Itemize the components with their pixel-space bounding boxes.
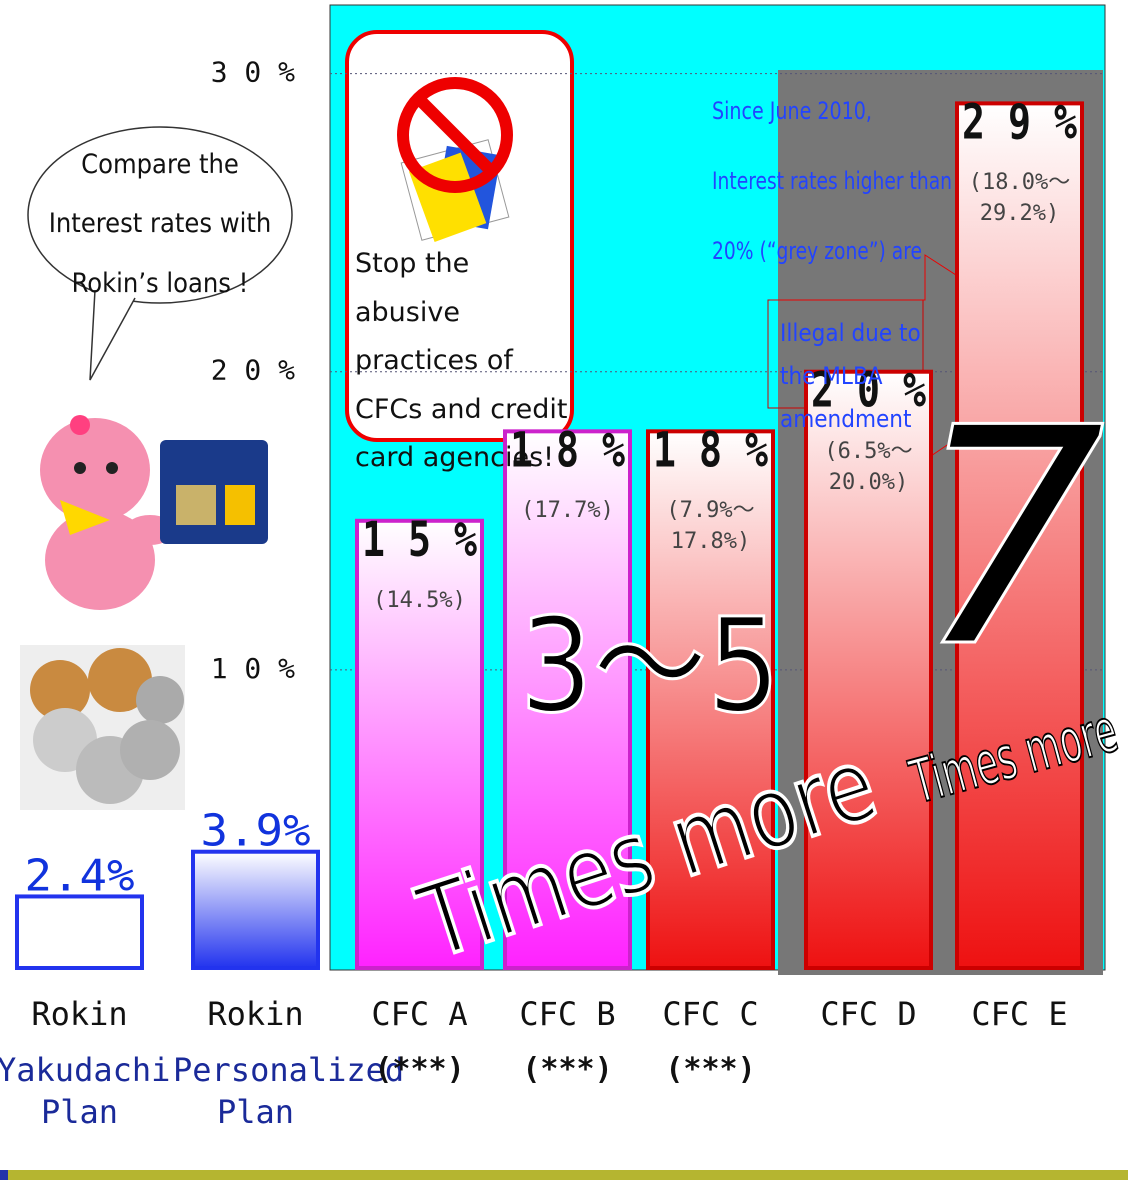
illegal-note: Illegal due to the MLBA amendment [780, 312, 960, 442]
y-tick-label: 1 0 % [211, 652, 295, 685]
x-sublabel: (***) [485, 1050, 650, 1089]
y-tick-label: 3 0 % [211, 56, 295, 89]
page: 1 0 %2 0 %3 0 %2.4%3.9%1 5 %1 8 %1 8 %2 … [0, 0, 1128, 1180]
multiplier: 3～5 [520, 590, 780, 742]
value-label: 1 5 % [362, 512, 477, 568]
footer-bar [0, 1170, 1128, 1180]
range-label: (17.7%) [513, 496, 622, 527]
range-label: (14.5%) [365, 586, 474, 617]
card-picture [176, 485, 216, 525]
stop-text: Stop the abusive practices of CFCs and c… [355, 240, 570, 483]
range-label: (7.9%～17.8%) [656, 496, 765, 558]
value-label: 3.9% [201, 806, 311, 857]
grey-zone-note: Interest rates higher than [712, 167, 952, 195]
x-tick-label: CFC E [942, 995, 1097, 1033]
value-label: 1 8 % [653, 422, 768, 478]
x-sublabel: (***) [628, 1050, 793, 1089]
mascot [40, 415, 175, 610]
grey-zone-note: 20% (“grey zone”) are [712, 237, 922, 265]
value-label: 2 9 % [962, 94, 1077, 150]
x-sublabel: Yakudachi Plan [0, 1050, 162, 1133]
speech-text: Compare the Interest rates with Rokin’s … [45, 135, 275, 313]
coins [20, 645, 185, 810]
range-label: (18.0%～29.2%) [965, 168, 1074, 230]
x-sublabel: Personalized Plan [173, 1050, 338, 1133]
x-tick-label: CFC A [342, 995, 497, 1033]
range-label: (6.5%～20.0%) [814, 437, 923, 499]
x-tick-label: Rokin [2, 995, 157, 1033]
card-plan [225, 485, 255, 525]
x-tick-label: Rokin [178, 995, 333, 1033]
x-sublabel: (***) [337, 1050, 502, 1089]
y-tick-label: 2 0 % [211, 354, 295, 387]
x-tick-label: CFC B [490, 995, 645, 1033]
value-label: 2.4% [25, 850, 135, 901]
x-tick-label: CFC D [791, 995, 946, 1033]
bar [193, 852, 318, 968]
footer-mark [0, 1170, 8, 1180]
x-tick-label: CFC C [633, 995, 788, 1033]
grey-zone-note: Since June 2010, [712, 97, 872, 125]
bar [17, 896, 142, 968]
